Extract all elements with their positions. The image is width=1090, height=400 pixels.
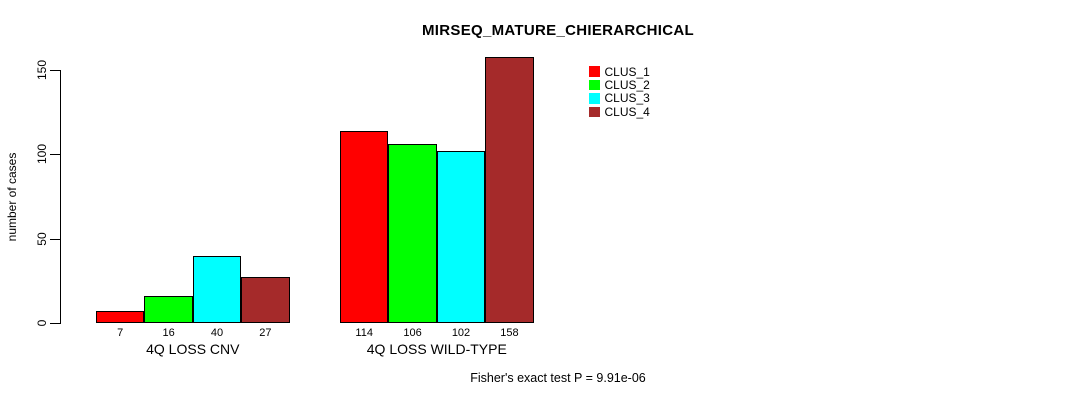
- legend-color-swatch: [589, 66, 600, 77]
- y-axis-tick-label: 50: [35, 231, 49, 246]
- category-label: 4Q LOSS WILD-TYPE: [366, 341, 507, 357]
- y-axis-line: [60, 70, 61, 324]
- annotation-text: Fisher's exact test P = 9.91e-06: [470, 371, 646, 385]
- legend-item-clus_2: CLUS_2: [589, 78, 650, 93]
- y-axis-tick: [50, 70, 60, 71]
- category-label: 4Q LOSS CNV: [146, 341, 240, 357]
- bar-clus_2-group1: [144, 296, 193, 323]
- bar-value-label: 114: [355, 327, 373, 339]
- legend: CLUS_1 CLUS_2 CLUS_3 CLUS_4: [589, 65, 650, 119]
- bar-clus_3-group1: [192, 255, 242, 323]
- bar-value-label: 7: [117, 327, 124, 339]
- legend-item-label: CLUS_2: [604, 78, 650, 93]
- legend-color-swatch: [589, 79, 600, 91]
- y-axis-label: number of cases: [5, 152, 19, 242]
- chart-title: MIRSEQ_MATURE_CHIERARCHICAL: [422, 22, 694, 39]
- y-axis-tick: [50, 323, 60, 324]
- legend-color-swatch: [589, 93, 600, 104]
- bar-value-label: 106: [403, 327, 422, 339]
- legend-color-swatch: [589, 106, 600, 118]
- bar-clus_3-group2: [436, 150, 486, 323]
- bar-clus_4-group2: [485, 56, 534, 323]
- legend-item-label: CLUS_4: [604, 104, 650, 119]
- bar-clus_2-group2: [388, 144, 437, 323]
- bar-value-label: 27: [259, 327, 272, 339]
- bar-value-label: 102: [451, 327, 471, 339]
- legend-item-label: CLUS_3: [604, 91, 650, 106]
- bar-clus_1-group2: [340, 130, 389, 323]
- y-axis-tick-label: 100: [35, 144, 49, 165]
- y-axis-tick: [50, 238, 60, 240]
- bar-clus_1-group1: [96, 311, 145, 323]
- bar-clus_4-group1: [241, 277, 290, 323]
- y-axis-tick-label: 0: [35, 319, 49, 327]
- bar-value-label: 16: [162, 327, 175, 339]
- y-axis-tick-label: 150: [35, 59, 49, 81]
- legend-item-label: CLUS_1: [604, 64, 650, 79]
- bar-value-label: 158: [500, 327, 519, 339]
- y-axis-tick: [50, 154, 60, 156]
- bar-value-label: 40: [210, 327, 224, 339]
- legend-item-clus_3: CLUS_3: [589, 91, 650, 106]
- legend-item-clus_4: CLUS_4: [589, 104, 650, 119]
- legend-item-clus_1: CLUS_1: [589, 64, 650, 79]
